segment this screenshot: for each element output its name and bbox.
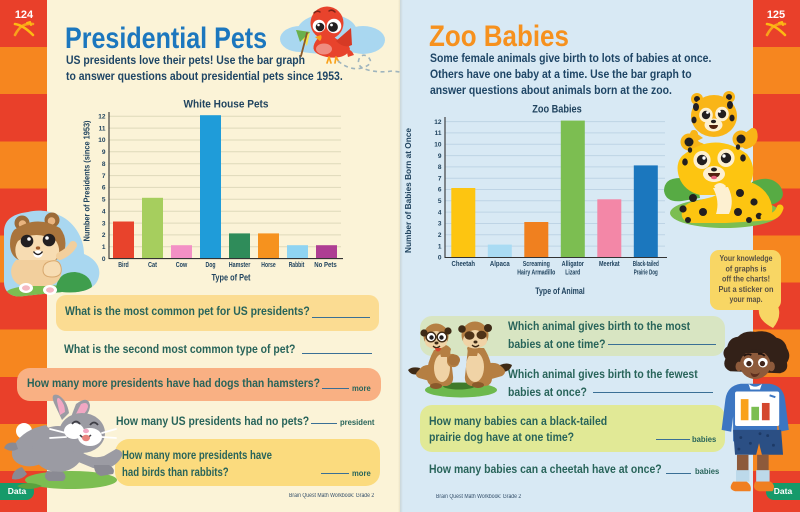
svg-text:Lizard: Lizard [565, 270, 580, 277]
svg-text:Hairy Armadillo: Hairy Armadillo [517, 270, 555, 277]
svg-text:Hamster: Hamster [229, 262, 251, 269]
svg-text:Meerkat: Meerkat [599, 261, 620, 268]
svg-text:2: 2 [102, 232, 106, 239]
svg-text:4: 4 [438, 209, 442, 216]
svg-text:10: 10 [434, 141, 442, 148]
svg-text:11: 11 [99, 125, 106, 132]
svg-text:your map.: your map. [730, 295, 763, 304]
svg-text:Horse: Horse [261, 262, 275, 269]
svg-text:0: 0 [438, 255, 442, 262]
svg-text:Zoo Babies: Zoo Babies [532, 103, 582, 115]
svg-text:8: 8 [438, 164, 442, 171]
svg-text:7: 7 [102, 173, 106, 180]
svg-text:No Pets: No Pets [314, 262, 337, 269]
svg-text:Number of Presidents (since 19: Number of Presidents (since 1953) [83, 120, 92, 241]
svg-text:6: 6 [102, 185, 106, 192]
svg-text:9: 9 [438, 153, 442, 160]
svg-text:Cat: Cat [148, 262, 158, 269]
svg-text:10: 10 [98, 137, 106, 144]
svg-text:of graphs is: of graphs is [726, 264, 767, 273]
svg-text:1: 1 [438, 243, 442, 250]
svg-text:Type of Animal: Type of Animal [535, 286, 585, 296]
svg-text:3: 3 [102, 220, 106, 227]
svg-text:Alligator: Alligator [562, 261, 585, 268]
svg-text:4: 4 [102, 208, 106, 215]
svg-text:9: 9 [102, 149, 106, 156]
svg-text:Screaming: Screaming [523, 261, 550, 268]
svg-text:Cow: Cow [176, 262, 188, 269]
svg-text:Prairie Dog: Prairie Dog [634, 270, 658, 277]
svg-text:Black-tailed: Black-tailed [633, 261, 659, 268]
svg-text:3: 3 [438, 221, 442, 228]
svg-text:7: 7 [438, 175, 442, 182]
svg-text:Cheetah: Cheetah [452, 261, 476, 268]
svg-text:5: 5 [438, 198, 442, 205]
svg-text:12: 12 [98, 113, 106, 120]
svg-text:Alpaca: Alpaca [490, 261, 510, 268]
svg-text:Number of Babies Born at Once: Number of Babies Born at Once [404, 127, 413, 253]
svg-text:8: 8 [102, 161, 106, 168]
svg-text:1: 1 [102, 244, 106, 251]
svg-text:Bird: Bird [118, 262, 129, 269]
svg-text:6: 6 [438, 187, 442, 194]
svg-text:11: 11 [435, 130, 442, 137]
svg-text:0: 0 [102, 256, 106, 263]
svg-text:off the charts!: off the charts! [722, 275, 770, 284]
svg-text:Dog: Dog [206, 262, 216, 269]
svg-text:Type of Pet: Type of Pet [212, 273, 251, 283]
svg-text:5: 5 [102, 197, 106, 204]
svg-text:Rabbit: Rabbit [289, 262, 305, 269]
svg-text:Your knowledge: Your knowledge [720, 254, 773, 263]
svg-text:Put a sticker on: Put a sticker on [719, 285, 774, 294]
svg-text:White House Pets: White House Pets [184, 99, 269, 111]
svg-text:12: 12 [434, 119, 442, 126]
svg-text:2: 2 [438, 232, 442, 239]
